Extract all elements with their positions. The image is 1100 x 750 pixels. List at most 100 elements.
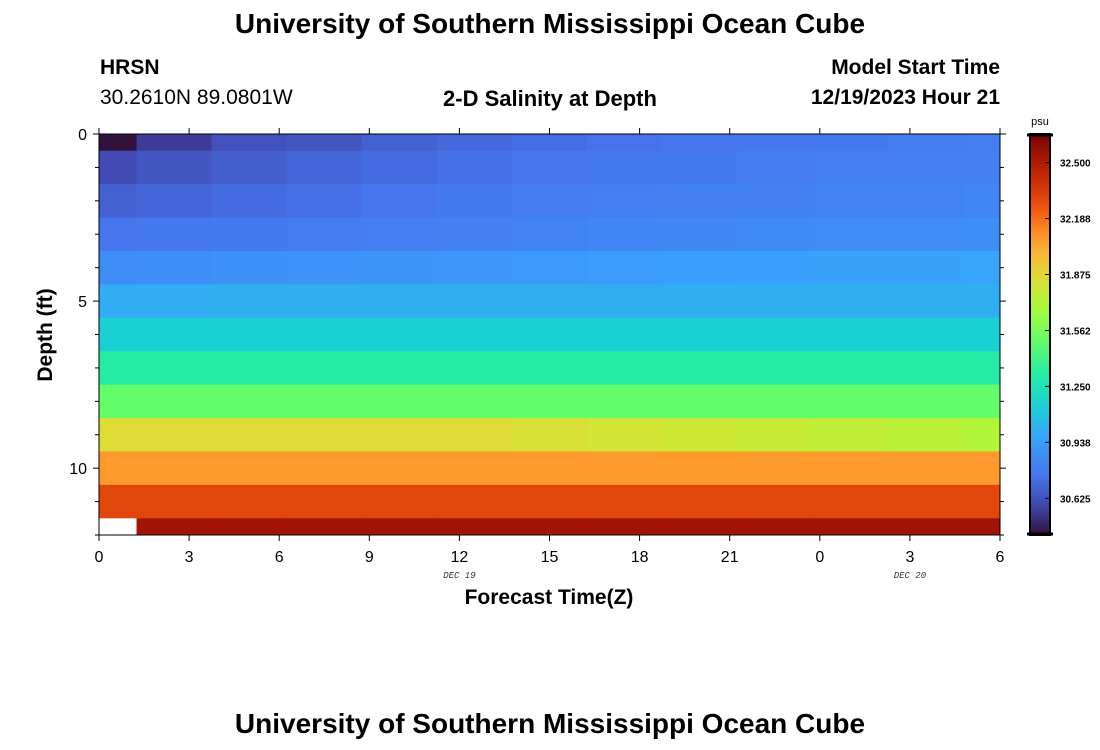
heatmap-cell: [587, 134, 663, 152]
x-tick-label: 9: [365, 549, 374, 566]
x-tick-label: 21: [721, 549, 739, 566]
heatmap-cell: [211, 250, 288, 285]
heatmap-cell: [436, 518, 513, 536]
heatmap-cell: [136, 317, 213, 352]
heatmap-cell: [136, 134, 213, 152]
heatmap-cell: [211, 317, 288, 352]
colorbar-scale: [1029, 133, 1051, 536]
heatmap-cell: [812, 451, 888, 486]
heatmap-cell: [211, 184, 288, 219]
heatmap-cell: [286, 484, 363, 519]
heatmap-cell: [962, 150, 1001, 185]
heatmap-cell: [99, 418, 138, 452]
heatmap-cell: [436, 418, 513, 452]
heatmap-cell: [286, 451, 363, 486]
heatmap-cell: [737, 150, 813, 185]
x-tick-label: 6: [996, 549, 1005, 566]
heatmap-cell: [662, 418, 738, 452]
heatmap-cell: [136, 250, 213, 285]
heatmap-cell: [887, 518, 963, 536]
heatmap-cell: [99, 384, 138, 419]
date-label: DEC 19: [443, 571, 476, 581]
heatmap-cell: [962, 184, 1001, 219]
heatmap-cell: [962, 484, 1001, 519]
heatmap-cell: [737, 317, 813, 352]
heatmap-cell: [737, 184, 813, 219]
y-axis-label: Depth (ft): [34, 288, 57, 381]
heatmap-cell: [136, 418, 213, 452]
heatmap-cell: [361, 484, 438, 519]
heatmap-cell: [662, 134, 738, 152]
heatmap-cell: [587, 351, 663, 386]
heatmap-cell: [587, 150, 663, 185]
heatmap-cell: [436, 250, 513, 285]
heatmap-cell: [812, 150, 888, 185]
heatmap-cell: [812, 418, 888, 452]
colorbar: psu 32.500 32.188 31.875 31.562 31.250 30.938 3…: [1027, 116, 1091, 536]
heatmap-cell: [136, 284, 213, 319]
heatmap-cell: [436, 184, 513, 219]
date-label: DEC 20: [894, 571, 927, 581]
salinity-heatmap-chart: 0 3 6 9 12 15 18 21 0 3 6 DEC 19 DEC 20 0 5 10 Forecas…: [34, 116, 1091, 609]
heatmap-cell: [587, 484, 663, 519]
x-tick-label: 0: [95, 549, 104, 566]
heatmap-cell: [99, 217, 138, 252]
heatmap-cell: [887, 217, 963, 252]
heatmap-cell: [286, 150, 363, 185]
heatmap-cell: [737, 518, 813, 536]
heatmap-cell: [662, 384, 738, 419]
heatmap-cell: [887, 418, 963, 452]
x-tick-label: 3: [185, 549, 194, 566]
heatmap-cell: [99, 317, 138, 352]
heatmap-cell: [587, 284, 663, 319]
y-tick-label: 5: [78, 294, 87, 311]
heatmap-cell: [511, 134, 588, 152]
heatmap-cell: [286, 284, 363, 319]
colorbar-tick-label: 31.250: [1060, 382, 1091, 393]
heatmap-cell: [436, 451, 513, 486]
heatmap-cell: [511, 351, 588, 386]
x-axis: 0 3 6 9 12 15 18 21 0 3 6 DEC 19 DEC 20: [95, 128, 1005, 581]
heatmap-cell: [737, 351, 813, 386]
heatmap-cell: [211, 418, 288, 452]
x-axis-label: Forecast Time(Z): [465, 586, 634, 609]
heatmap-cell: [211, 134, 288, 152]
colorbar-tick-label: 32.188: [1060, 214, 1091, 225]
heatmap-cell: [737, 384, 813, 419]
heatmap-cell: [136, 217, 213, 252]
heatmap-cell: [361, 184, 438, 219]
station-coordinates: 30.2610N 89.0801W: [100, 86, 293, 109]
heatmap-cell: [211, 484, 288, 519]
heatmap-cell: [361, 418, 438, 452]
heatmap-cell: [211, 451, 288, 486]
x-tick-label: 12: [451, 549, 469, 566]
heatmap-cell: [436, 217, 513, 252]
heatmap-cell: [286, 351, 363, 386]
heatmap-cell: [812, 134, 888, 152]
heatmap-cell: [962, 250, 1001, 285]
y-axis: 0 5 10: [69, 127, 1006, 536]
heatmap-cell: [887, 384, 963, 419]
heatmap-cell: [436, 351, 513, 386]
plot-frame: [98, 133, 1001, 536]
heatmap-cell: [99, 150, 138, 185]
heatmap-cell: [136, 518, 213, 536]
heatmap-cell: [99, 250, 138, 285]
heatmap-cell: [99, 518, 138, 536]
heatmap-cell: [436, 284, 513, 319]
heatmap-cell: [286, 418, 363, 452]
heatmap-cell: [511, 384, 588, 419]
heatmap-cell: [511, 184, 588, 219]
heatmap-cell: [136, 451, 213, 486]
colorbar-tick-label: 31.562: [1060, 327, 1091, 338]
heatmap-cell: [136, 184, 213, 219]
heatmap-cell: [737, 451, 813, 486]
heatmap-cell: [587, 418, 663, 452]
heatmap-cell: [511, 217, 588, 252]
heatmap-cell: [286, 317, 363, 352]
heatmap-cell: [99, 184, 138, 219]
heatmap-cell: [662, 217, 738, 252]
heatmap-cell: [887, 284, 963, 319]
heatmap-cell: [587, 250, 663, 285]
heatmap-cell: [887, 134, 963, 152]
